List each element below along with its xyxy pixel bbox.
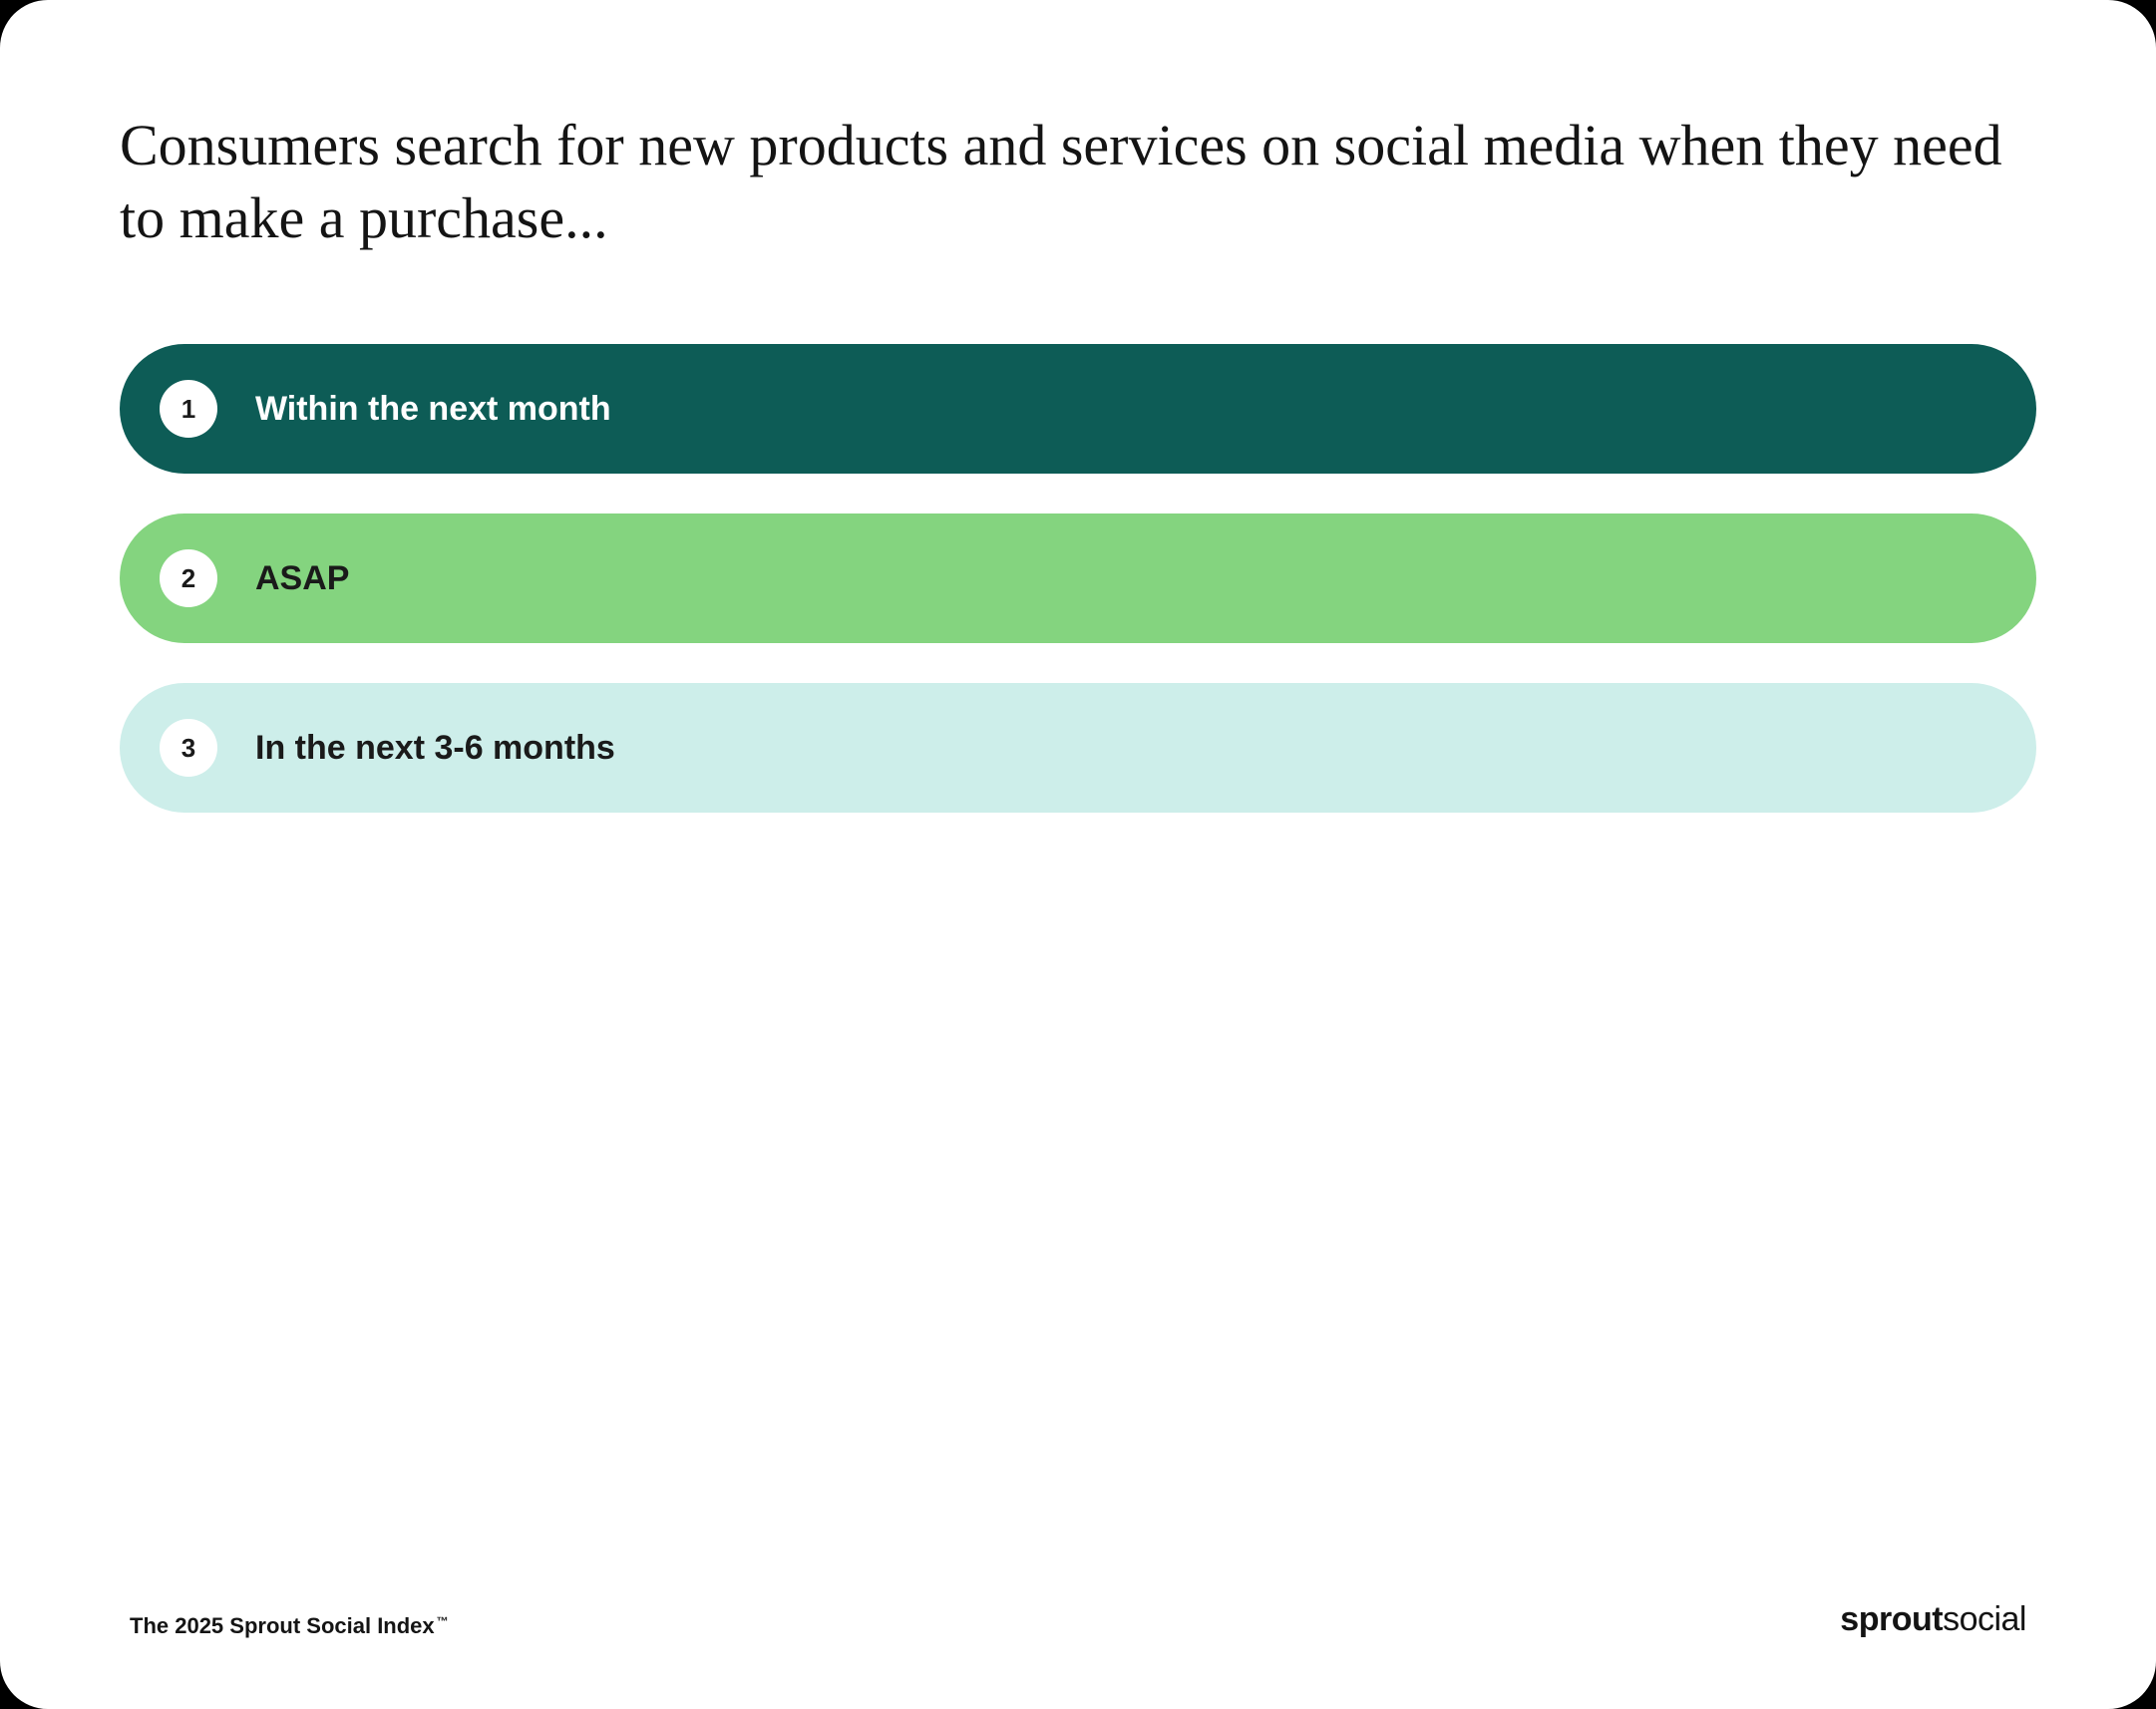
ranked-pill: 1 Within the next month [120, 344, 2036, 474]
source-text: The 2025 Sprout Social Index [130, 1613, 435, 1638]
logo-bold-part: sprout [1840, 1600, 1943, 1638]
infographic-card: Consumers search for new products and se… [0, 0, 2156, 1709]
rank-badge: 3 [160, 719, 217, 777]
ranked-pill: 3 In the next 3-6 months [120, 683, 2036, 813]
ranked-pill-list: 1 Within the next month 2 ASAP 3 In the next … [120, 344, 2036, 813]
pill-label: In the next 3-6 months [255, 729, 615, 768]
source-trademark: ™ [437, 1614, 449, 1628]
rank-badge: 2 [160, 549, 217, 607]
logo-light-part: social [1943, 1600, 2026, 1638]
pill-label: ASAP [255, 559, 349, 598]
source-label: The 2025 Sprout Social Index™ [130, 1613, 449, 1639]
rank-badge: 1 [160, 380, 217, 438]
footer: The 2025 Sprout Social Index™ sproutsoci… [120, 1600, 2036, 1649]
ranked-pill: 2 ASAP [120, 513, 2036, 643]
sprout-social-logo: sproutsocial [1840, 1600, 2026, 1639]
infographic-title: Consumers search for new products and se… [120, 110, 2036, 254]
pill-label: Within the next month [255, 390, 611, 429]
